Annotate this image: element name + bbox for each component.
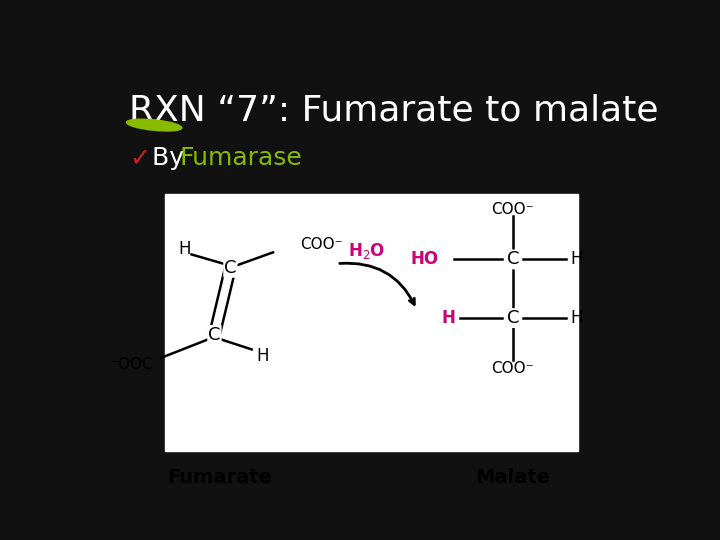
Text: COO⁻: COO⁻ — [300, 237, 342, 252]
Text: COO⁻: COO⁻ — [492, 202, 534, 217]
Text: ✓: ✓ — [129, 146, 150, 170]
Text: Fumarase: Fumarase — [179, 146, 302, 170]
Text: H: H — [570, 251, 583, 268]
Text: H: H — [179, 240, 192, 258]
Text: COO⁻: COO⁻ — [492, 361, 534, 376]
Text: Malate: Malate — [475, 468, 550, 487]
Text: H: H — [442, 309, 456, 327]
Ellipse shape — [127, 119, 182, 131]
Text: H: H — [570, 309, 583, 327]
Text: ⁻OOC: ⁻OOC — [110, 357, 153, 373]
Text: Fumarate: Fumarate — [167, 468, 272, 487]
Text: C: C — [224, 259, 237, 277]
Text: By: By — [153, 146, 192, 170]
Text: C: C — [208, 326, 220, 344]
Text: H$_2$O: H$_2$O — [348, 241, 385, 261]
Text: C: C — [507, 251, 519, 268]
FancyBboxPatch shape — [166, 194, 578, 451]
Text: HO: HO — [411, 251, 439, 268]
Text: RXN “7”: Fumarate to malate: RXN “7”: Fumarate to malate — [129, 94, 659, 128]
Text: H: H — [256, 347, 269, 364]
Text: C: C — [507, 309, 519, 327]
